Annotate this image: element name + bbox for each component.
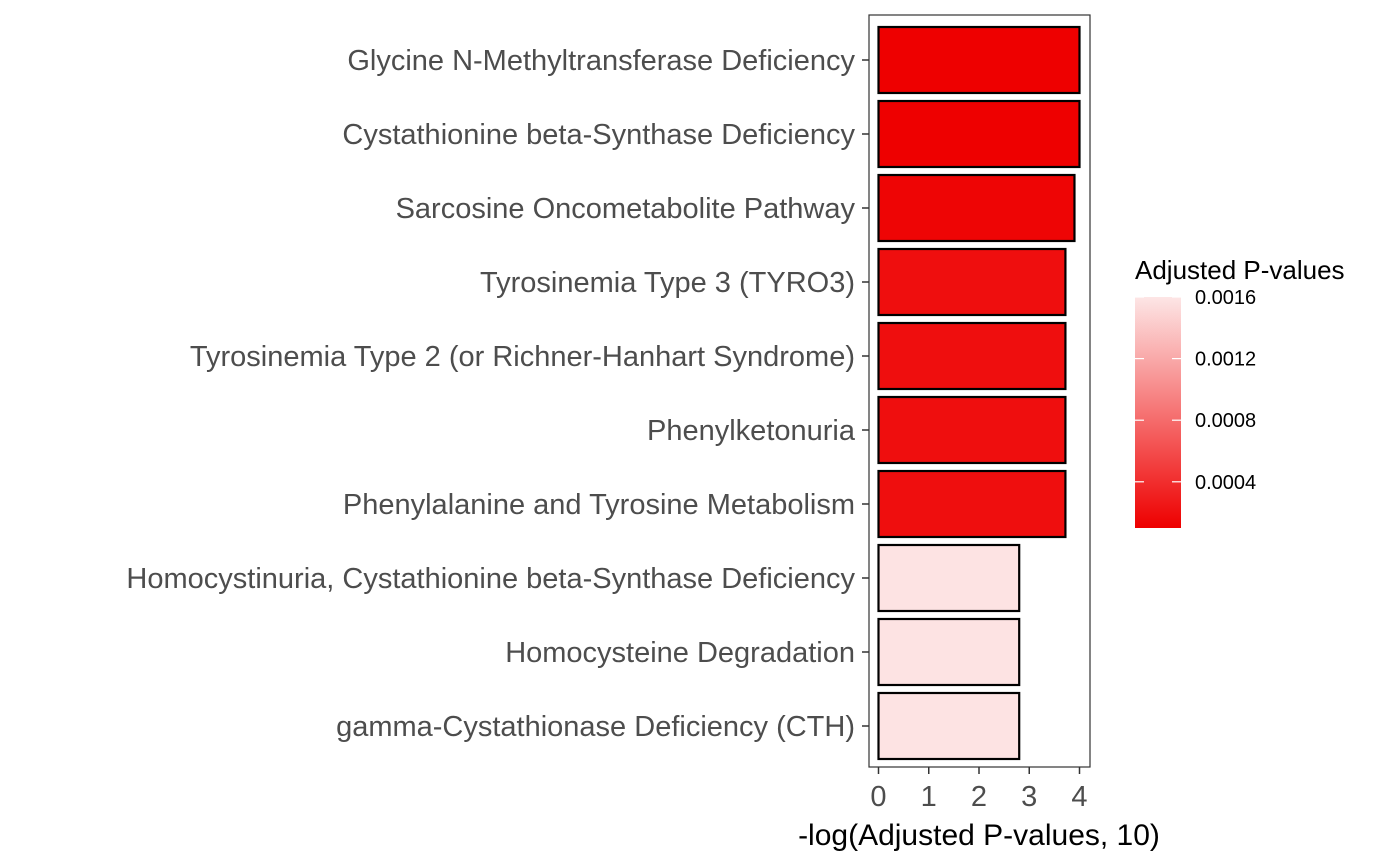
legend-colorbar <box>1135 297 1181 528</box>
color-legend: Adjusted P-values 0.00160.00120.00080.00… <box>1135 255 1345 528</box>
category-label: Homocystinuria, Cystathionine beta-Synth… <box>126 563 855 595</box>
y-axis: Glycine N-Methyltransferase Deficiency Cy… <box>126 45 869 743</box>
bar <box>877 469 1067 539</box>
category-label: gamma-Cystathionase Deficiency (CTH) <box>336 711 855 743</box>
category-label: Glycine N-Methyltransferase Deficiency <box>347 45 855 77</box>
x-tick-label: 4 <box>1071 781 1087 813</box>
x-axis: 0 1 2 3 4 <box>870 767 1088 813</box>
bar <box>877 543 1021 613</box>
bar <box>877 99 1081 169</box>
category-label: Cystathionine beta-Synthase Deficiency <box>342 119 855 151</box>
bar <box>877 321 1067 391</box>
bar <box>877 691 1021 761</box>
bar <box>877 247 1067 317</box>
legend-tick-label: 0.0016 <box>1195 287 1256 309</box>
bar <box>877 395 1067 465</box>
bar <box>877 173 1076 243</box>
x-tick-label: 1 <box>921 781 937 813</box>
x-tick-label: 2 <box>971 781 987 813</box>
bar <box>877 25 1081 95</box>
legend-tick-label: 0.0008 <box>1195 410 1256 432</box>
category-label: Tyrosinemia Type 3 (TYRO3) <box>480 267 855 299</box>
legend-ticks: 0.0016 0.0012 0.0008 0.0004 <box>1135 287 1256 494</box>
category-label: Phenylketonuria <box>647 415 856 447</box>
bars-group <box>877 25 1081 761</box>
legend-title: Adjusted P-values <box>1135 255 1345 285</box>
legend-tick-label: 0.0004 <box>1195 472 1256 494</box>
category-label: Homocysteine Degradation <box>505 637 855 669</box>
x-axis-title: -log(Adjusted P-values, 10) <box>798 819 1160 852</box>
category-label: Sarcosine Oncometabolite Pathway <box>396 193 856 225</box>
x-tick-label: 3 <box>1021 781 1037 813</box>
bar <box>877 617 1021 687</box>
legend-tick-label: 0.0012 <box>1195 349 1256 371</box>
category-label: Tyrosinemia Type 2 (or Richner-Hanhart S… <box>190 341 855 373</box>
x-tick-label: 0 <box>870 781 886 813</box>
category-label: Phenylalanine and Tyrosine Metabolism <box>343 489 855 521</box>
